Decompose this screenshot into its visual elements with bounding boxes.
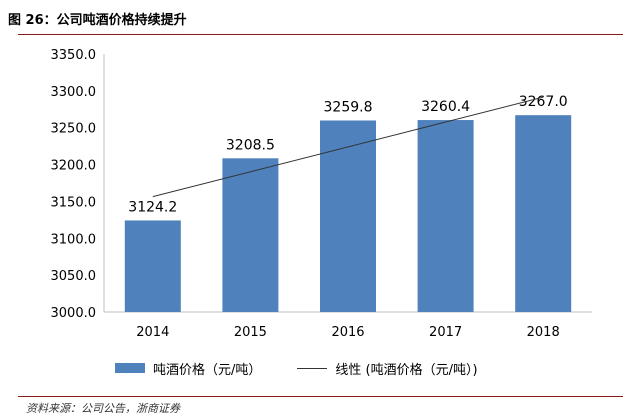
x-tick-label: 2016 bbox=[331, 325, 364, 340]
legend-line-label: 线性 (吨酒价格（元/吨）) bbox=[335, 362, 478, 378]
data-label: 3124.2 bbox=[128, 199, 177, 215]
legend-line-swatch bbox=[297, 367, 328, 369]
trendline-group bbox=[152, 96, 544, 198]
y-tick-label: 3250.0 bbox=[51, 122, 97, 137]
legend-bar-label: 吨酒价格（元/吨） bbox=[153, 362, 262, 378]
bottom-rule bbox=[18, 396, 623, 397]
source-note: 资料来源：公司公告，浙商证券 bbox=[26, 402, 180, 415]
legend-bar-swatch bbox=[115, 363, 145, 373]
bar-2017 bbox=[417, 120, 474, 312]
top-rule bbox=[18, 34, 623, 35]
data-label: 3267.0 bbox=[519, 94, 568, 110]
axes: 3000.0 3050.0 3100.0 3150.0 3200.0 3250.0 3300… bbox=[51, 48, 592, 340]
y-tick-label: 3050.0 bbox=[51, 269, 97, 284]
data-label: 3208.5 bbox=[226, 137, 275, 153]
trendline bbox=[152, 96, 544, 198]
x-tick-label: 2018 bbox=[527, 325, 560, 340]
bars bbox=[124, 115, 572, 312]
bar-chart: 3000.0 3050.0 3100.0 3150.0 3200.0 3250.0 3300… bbox=[51, 48, 592, 340]
y-tick-label: 3150.0 bbox=[51, 195, 97, 210]
y-tick-label: 3000.0 bbox=[51, 306, 97, 321]
y-tick-label: 3100.0 bbox=[51, 232, 97, 247]
y-tick-label: 3300.0 bbox=[51, 85, 97, 100]
x-tick-label: 2014 bbox=[136, 325, 169, 340]
y-tick-label: 3200.0 bbox=[51, 159, 97, 174]
x-tick-label: 2015 bbox=[234, 325, 267, 340]
legend: 吨酒价格（元/吨） 线性 (吨酒价格（元/吨）) bbox=[115, 358, 478, 378]
data-labels: 3124.2 3208.5 3259.8 3260.4 3267.0 bbox=[128, 94, 567, 215]
bar-2018 bbox=[515, 115, 572, 312]
y-tick-label: 3350.0 bbox=[51, 48, 97, 63]
bar-2014 bbox=[124, 220, 181, 312]
x-tick-label: 2017 bbox=[429, 325, 462, 340]
data-label: 3260.4 bbox=[421, 99, 470, 115]
bar-2015 bbox=[222, 158, 279, 312]
figure-title: 图 26：公司吨酒价格持续提升 bbox=[8, 13, 187, 28]
bar-2016 bbox=[320, 120, 376, 312]
data-label: 3259.8 bbox=[324, 99, 373, 115]
